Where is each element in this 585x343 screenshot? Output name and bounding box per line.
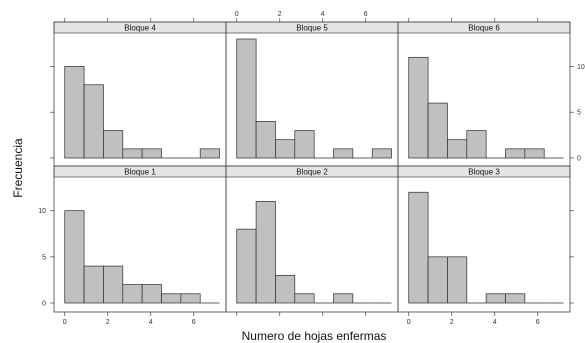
histogram-bar [236, 228, 257, 304]
y-tick-label: 5 [577, 110, 581, 117]
y-tick-label: 10 [38, 208, 46, 215]
x-tick-label: 0 [235, 11, 239, 18]
histogram-bar [122, 284, 143, 304]
histogram-bar [122, 148, 143, 159]
x-tick-label: 6 [536, 319, 540, 326]
histogram-bar [427, 256, 448, 304]
histogram-bar [485, 293, 506, 304]
x-tick-label: 0 [407, 319, 411, 326]
histogram-bar [447, 256, 468, 304]
y-tick-label: 10 [577, 64, 585, 71]
histogram-bar [427, 102, 448, 159]
histogram-bar [505, 293, 526, 304]
panel-2: Bloque 5 0 2 4 6 [225, 11, 399, 167]
y-tick-label: 0 [577, 156, 581, 163]
x-tick-label: 4 [493, 319, 497, 326]
panel-title: Bloque 3 [468, 167, 500, 176]
histogram-bar [333, 148, 354, 159]
x-tick-label: 4 [321, 11, 325, 18]
x-tick-label: 2 [106, 319, 110, 326]
panel-title: Bloque 5 [296, 23, 328, 32]
y-tick-label: 5 [42, 254, 46, 261]
x-tick-label: 0 [63, 319, 67, 326]
histogram-bar [275, 274, 296, 304]
histogram-bar [83, 265, 104, 304]
y-axis-title: Frecuencia [11, 138, 25, 198]
histogram-bar [180, 293, 201, 304]
histogram-bar [408, 56, 429, 159]
histogram-bar [141, 284, 162, 304]
panel-6: Bloque 3 0 2 4 6 [397, 165, 574, 326]
histogram-bar [83, 84, 104, 159]
histogram-bar [447, 139, 468, 159]
histogram-bar [236, 38, 257, 159]
histogram-bar [371, 148, 392, 159]
panel-1: Bloque 4 [50, 18, 227, 167]
histogram-bar [64, 66, 85, 159]
panel-title: Bloque 1 [124, 167, 156, 176]
x-tick-label: 2 [278, 11, 282, 18]
panel-5: Bloque 2 [225, 165, 399, 316]
histogram-bar [294, 130, 315, 159]
panel-border [397, 165, 571, 313]
panel-title: Bloque 2 [296, 167, 328, 176]
x-tick-label: 6 [364, 11, 368, 18]
panel-title: Bloque 4 [124, 23, 156, 32]
histogram-bar [199, 148, 220, 159]
histogram-bar [255, 121, 276, 159]
x-tick-label: 6 [192, 319, 196, 326]
panel-4: Bloque 1 0 2 4 6 0 5 10 [38, 165, 227, 326]
histogram-bar [524, 148, 545, 159]
histogram-bar [275, 139, 296, 159]
histogram-bar [161, 293, 182, 304]
histogram-bar [103, 130, 124, 159]
y-tick-label: 0 [42, 301, 46, 308]
histogram-bar [255, 201, 276, 304]
panel-3: Bloque 6 0 5 10 [397, 18, 585, 167]
x-tick-label: 2 [450, 319, 454, 326]
panel-title: Bloque 6 [468, 23, 500, 32]
histogram-bar [466, 130, 487, 159]
x-axis-title: Numero de hojas enfermas [242, 329, 387, 343]
histogram-bar [64, 210, 85, 304]
x-tick-label: 4 [149, 319, 153, 326]
histogram-bar [333, 293, 354, 304]
histogram-bar [103, 265, 124, 304]
histogram-bar [505, 148, 526, 159]
histogram-bar [408, 191, 429, 304]
histogram-bar [141, 148, 162, 159]
histogram-bar [294, 293, 315, 304]
